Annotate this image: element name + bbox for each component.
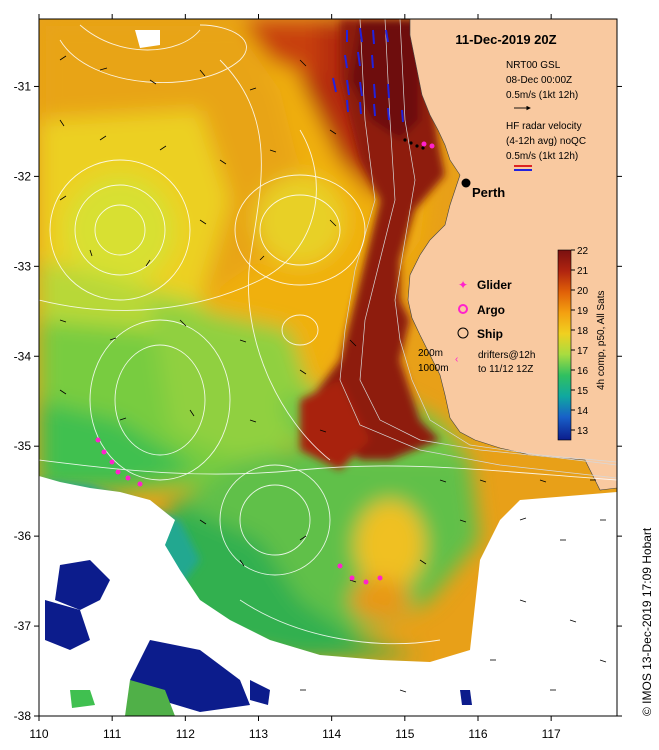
gsl-legend: NRT00 GSL 08-Dec 00:00Z 0.5m/s (1kt 12h) (506, 60, 578, 111)
colorbar-tick-label: 18 (577, 326, 589, 337)
gsl-velocity-vectors (59, 55, 607, 693)
drifters-legend-line-2: to 11/12 12Z (478, 364, 533, 375)
platform-markers (95, 141, 435, 585)
drifters-legend-line-1: drifters@12h (478, 350, 535, 361)
x-tick-label: 113 (249, 727, 268, 741)
radar-legend-line-2: (4-12h avg) noQC (506, 136, 586, 147)
x-tick-label: 114 (322, 727, 341, 741)
depth-1000-label: 1000m (418, 363, 449, 374)
y-tick-label: -34 (14, 349, 32, 363)
y-tick-label: -31 (14, 79, 32, 93)
colorbar-tick-label: 15 (577, 386, 589, 397)
argo-legend-label: Argo (477, 303, 505, 317)
glider-legend-label: Glider (477, 278, 512, 292)
colorbar-tick-label: 22 (577, 246, 589, 257)
colorbar-gradient (557, 249, 572, 441)
x-axis: 110 111 112 113 114 115 116 117 (29, 14, 561, 741)
y-tick-label: -37 (14, 619, 32, 633)
altimetry-contours (39, 24, 617, 644)
colorbar-label: 4h comp, p50, All Sats (596, 290, 607, 390)
colorbar-tick-label: 17 (577, 346, 589, 357)
depth-200-label: 200m (418, 348, 443, 359)
colorbar-tick-label: 13 (577, 426, 589, 437)
radar-legend: HF radar velocity (4-12h avg) noQC 0.5m/… (506, 121, 586, 171)
glider-icon: ✦ (458, 278, 468, 292)
plot-frame (38, 18, 618, 717)
y-tick-label: -38 (14, 709, 32, 723)
colorbar-ticks: 22 21 20 19 18 17 16 15 14 13 (571, 246, 589, 437)
colorbar: 22 21 20 19 18 17 16 15 14 13 4h comp, p50, All S… (557, 246, 607, 441)
hf-radar-vectors (332, 27, 404, 123)
ship-legend-label: Ship (477, 327, 503, 341)
gsl-legend-line-3: 0.5m/s (1kt 12h) (506, 90, 578, 101)
colorbar-tick-label: 19 (577, 306, 589, 317)
drifter-icon: ‹ (455, 354, 458, 365)
map-plot-area (39, 19, 617, 716)
x-tick-label: 112 (176, 727, 195, 741)
y-tick-label: -32 (14, 169, 32, 183)
x-tick-label: 111 (103, 727, 122, 741)
cold-pixels (45, 30, 472, 716)
y-tick-label: -35 (14, 439, 32, 453)
y-axis: -31 -32 -33 -34 -35 -36 -37 -38 (14, 79, 622, 723)
x-tick-label: 116 (468, 727, 487, 741)
colorbar-tick-label: 14 (577, 406, 589, 417)
gsl-legend-line-2: 08-Dec 00:00Z (506, 75, 572, 86)
colorbar-tick-label: 21 (577, 266, 589, 277)
gsl-legend-line-1: NRT00 GSL (506, 60, 561, 71)
x-tick-label: 115 (395, 727, 414, 741)
credit-text: © IMOS 13-Dec-2019 17:09 Hobart (640, 527, 654, 716)
x-tick-label: 117 (542, 727, 561, 741)
ship-track (403, 138, 425, 150)
city-label-perth: Perth (472, 185, 505, 200)
y-tick-label: -33 (14, 259, 32, 273)
ship-icon (457, 327, 469, 339)
perth-marker (461, 178, 471, 188)
bathymetry-contours (339, 19, 617, 479)
colorbar-tick-label: 20 (577, 286, 589, 297)
radar-legend-line-3: 0.5m/s (1kt 12h) (506, 151, 578, 162)
radar-legend-line-1: HF radar velocity (506, 121, 582, 132)
y-tick-label: -36 (14, 529, 32, 543)
map-title: 11-Dec-2019 20Z (455, 32, 556, 47)
colorbar-tick-label: 16 (577, 366, 589, 377)
argo-icon (458, 304, 468, 314)
x-tick-label: 110 (29, 727, 48, 741)
platform-legend: ✦ Glider Argo Ship 200m 1000m ‹ drifters… (418, 278, 535, 375)
